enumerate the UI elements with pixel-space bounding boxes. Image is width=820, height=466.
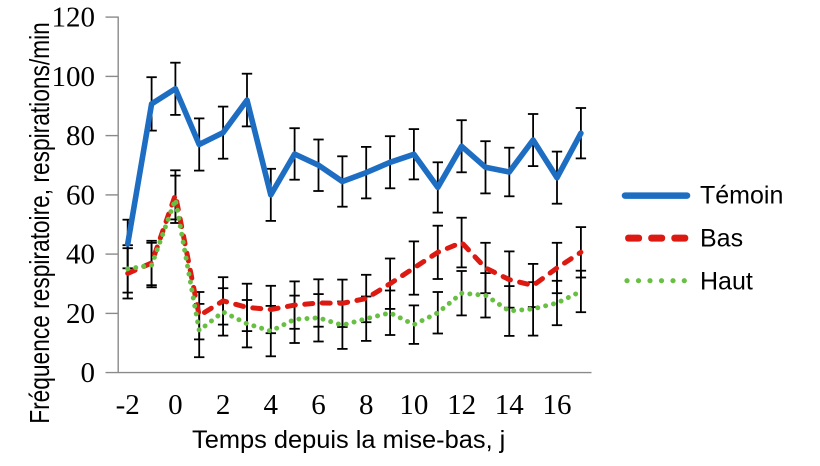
svg-text:10: 10 <box>399 389 428 421</box>
svg-text:Témoin: Témoin <box>700 182 783 210</box>
svg-text:40: 40 <box>66 239 95 271</box>
svg-text:4: 4 <box>264 389 279 421</box>
svg-text:60: 60 <box>66 179 95 211</box>
svg-text:8: 8 <box>359 389 374 421</box>
svg-text:12: 12 <box>447 389 476 421</box>
svg-text:0: 0 <box>168 389 183 421</box>
svg-text:80: 80 <box>66 120 95 152</box>
svg-text:6: 6 <box>311 389 326 421</box>
svg-text:16: 16 <box>543 389 572 421</box>
svg-text:0: 0 <box>81 357 96 389</box>
svg-text:20: 20 <box>66 298 95 330</box>
svg-text:100: 100 <box>52 61 96 93</box>
svg-text:2: 2 <box>216 389 231 421</box>
svg-text:Haut: Haut <box>700 268 753 296</box>
svg-text:14: 14 <box>495 389 525 421</box>
svg-text:120: 120 <box>52 2 96 34</box>
svg-text:Fréquence respiratoire, respir: Fréquence respiratoire, respirations/min <box>25 22 56 424</box>
svg-text:Bas: Bas <box>700 225 743 253</box>
svg-text:Temps depuis la mise-bas, j: Temps depuis la mise-bas, j <box>192 426 505 454</box>
svg-text:-2: -2 <box>116 389 140 421</box>
